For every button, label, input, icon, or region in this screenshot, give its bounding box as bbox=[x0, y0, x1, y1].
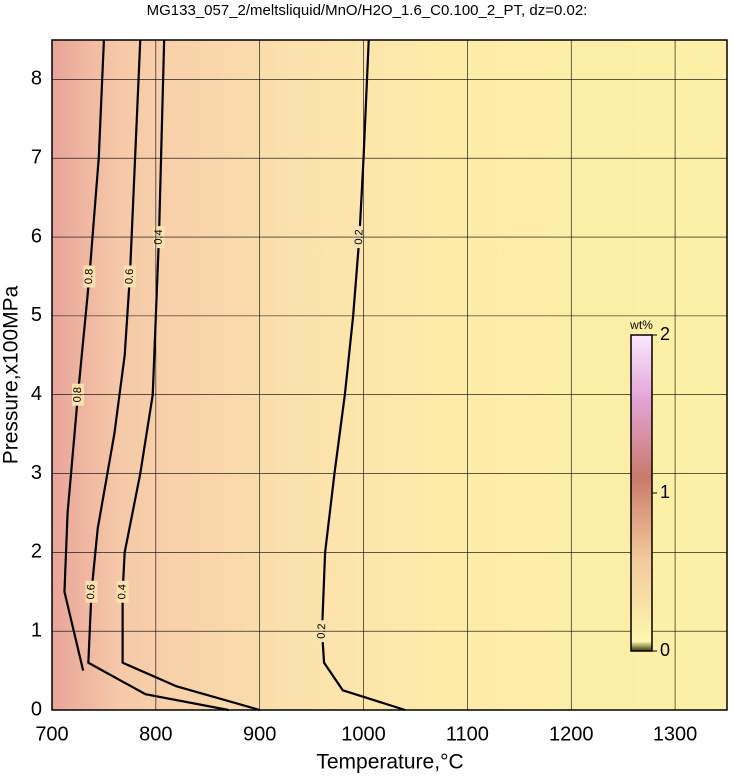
y-tick-label: 0 bbox=[31, 698, 42, 720]
x-tick-label: 1300 bbox=[653, 723, 698, 745]
x-tick-label: 1000 bbox=[341, 723, 386, 745]
contour-label-bg bbox=[83, 265, 96, 288]
x-axis-label: Temperature,°C bbox=[316, 751, 463, 774]
colorbar-tick-label: 0 bbox=[660, 640, 670, 660]
y-tick-label: 1 bbox=[31, 619, 42, 641]
y-tick-label: 7 bbox=[31, 147, 42, 169]
contour-line bbox=[87, 39, 229, 712]
x-tick-label: 1100 bbox=[446, 723, 489, 745]
x-tick-label: 700 bbox=[35, 723, 68, 745]
contour-label: 0.8 bbox=[83, 269, 96, 285]
y-tick-label: 8 bbox=[31, 68, 42, 90]
colorbar-label: wt% bbox=[629, 318, 653, 332]
contour-label: 0.6 bbox=[124, 269, 137, 285]
colorbar-tick-label: 2 bbox=[660, 324, 670, 344]
contour-label-bg bbox=[123, 265, 136, 288]
plot-background bbox=[52, 40, 727, 710]
y-tick-label: 5 bbox=[31, 304, 42, 326]
y-tick-label: 2 bbox=[31, 541, 42, 563]
contour-label-bg bbox=[116, 580, 129, 603]
plot-frame bbox=[51, 39, 728, 711]
contour-label-bg bbox=[85, 580, 98, 603]
y-tick-label: 4 bbox=[31, 383, 42, 405]
x-tick-label: 900 bbox=[243, 723, 276, 745]
x-tick-label: 1200 bbox=[549, 723, 594, 745]
chart-title: MG133_057_2/meltsliquid/MnO/H2O_1.6_C0.1… bbox=[147, 2, 588, 19]
y-tick-label: 3 bbox=[31, 462, 42, 484]
contour-label: 0.6 bbox=[85, 584, 98, 600]
colorbar-tick-label: 1 bbox=[660, 482, 670, 502]
y-axis-label: Pressure,x100MPa bbox=[0, 285, 23, 464]
colorbar bbox=[630, 334, 653, 652]
y-tick-label: 6 bbox=[31, 225, 42, 247]
contour-label: 0.4 bbox=[116, 584, 129, 600]
x-tick-label: 800 bbox=[139, 723, 172, 745]
